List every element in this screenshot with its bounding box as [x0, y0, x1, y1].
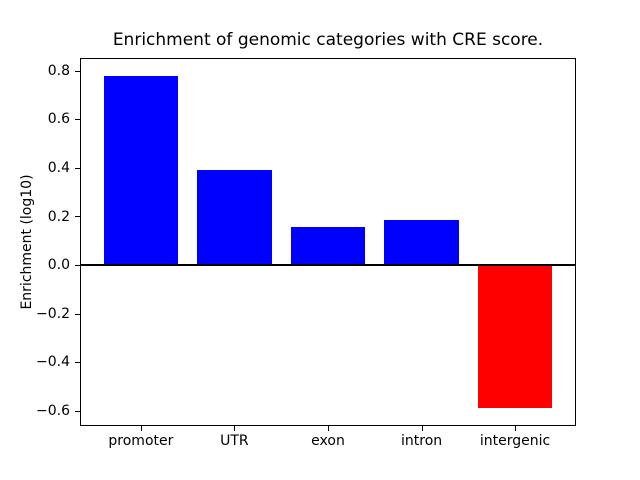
y-tick-mark [75, 314, 80, 315]
x-tick-label-UTR: UTR [220, 433, 249, 449]
y-tick-label: 0.6 [47, 111, 70, 128]
y-tick-label: 0.4 [47, 159, 70, 176]
y-tick-mark [75, 411, 80, 412]
y-tick-mark [75, 119, 80, 120]
y-tick-label: −0.4 [36, 354, 70, 371]
x-tick-mark [515, 426, 516, 431]
y-tick-label: 0.0 [47, 257, 70, 274]
y-axis-label: Enrichment (log10) [19, 174, 35, 310]
y-tick-label: 0.8 [47, 62, 70, 79]
y-tick-mark [75, 71, 80, 72]
bar-promoter [103, 75, 179, 265]
x-tick-mark [422, 426, 423, 431]
x-tick-label-exon: exon [311, 433, 345, 449]
y-tick-mark [75, 265, 80, 266]
bar-intron [384, 220, 459, 265]
y-tick-label: 0.2 [47, 208, 70, 225]
x-tick-label-intron: intron [401, 433, 443, 449]
y-tick-label: −0.2 [36, 305, 70, 322]
x-tick-mark [328, 426, 329, 431]
plot-area [80, 58, 576, 426]
y-tick-mark [75, 168, 80, 169]
bar-UTR [197, 170, 272, 266]
y-tick-mark [75, 216, 80, 217]
zero-line [81, 264, 575, 267]
x-tick-mark [234, 426, 235, 431]
bar-exon [290, 227, 366, 265]
chart-title: Enrichment of genomic categories with CR… [112, 30, 544, 50]
y-tick-label: −0.6 [36, 402, 70, 419]
y-tick-mark [75, 362, 80, 363]
x-tick-mark [141, 426, 142, 431]
bar-intergenic [477, 265, 553, 409]
x-tick-label-intergenic: intergenic [479, 433, 551, 449]
x-tick-label-promoter: promoter [108, 433, 174, 449]
